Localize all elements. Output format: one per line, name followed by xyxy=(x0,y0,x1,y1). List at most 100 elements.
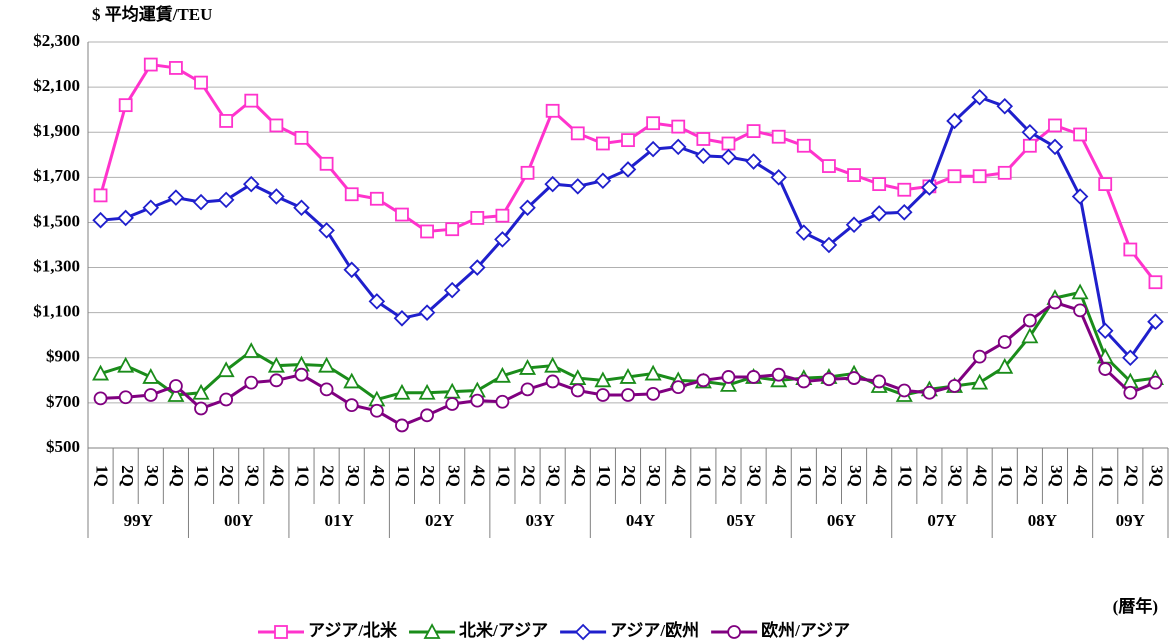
x-tick: 1Q xyxy=(93,465,112,487)
y-tick-label: $1,700 xyxy=(33,166,80,185)
marker xyxy=(493,366,511,383)
x-tick: 2Q xyxy=(520,465,539,487)
x-tick: 1Q xyxy=(394,465,413,487)
x-tick-label: 4Q xyxy=(972,465,991,487)
marker xyxy=(420,408,434,423)
x-tick-label: 3Q xyxy=(243,465,262,487)
x-tick-label: 4Q xyxy=(168,465,187,487)
y-tick-label: $700 xyxy=(46,392,80,411)
marker xyxy=(494,231,511,248)
marker xyxy=(1022,313,1037,328)
marker xyxy=(727,625,742,639)
marker xyxy=(595,388,610,402)
x-tick-label: 3Q xyxy=(545,465,564,487)
marker xyxy=(194,401,208,416)
marker xyxy=(644,364,662,381)
x-tick: 3Q xyxy=(1047,465,1066,487)
x-tick: 3Q xyxy=(444,465,463,487)
marker xyxy=(92,211,109,229)
marker xyxy=(369,403,384,418)
x-tick: 2Q xyxy=(218,465,237,487)
marker xyxy=(318,356,336,373)
marker xyxy=(796,138,811,153)
marker xyxy=(167,189,185,206)
marker xyxy=(897,182,912,197)
x-tick-label: 3Q xyxy=(344,465,363,487)
marker xyxy=(845,216,863,233)
marker xyxy=(847,168,861,182)
marker xyxy=(1147,313,1164,330)
x-tick: 2Q xyxy=(1022,465,1041,487)
x-tick: 4Q xyxy=(871,465,890,487)
x-tick-label: 2Q xyxy=(721,465,740,487)
x-tick-label: 3Q xyxy=(947,465,966,487)
x-tick: 4Q xyxy=(670,465,689,487)
marker xyxy=(423,623,441,639)
marker xyxy=(418,304,436,321)
marker xyxy=(971,373,989,390)
legend-item: アジア/欧州 xyxy=(560,620,699,641)
x-tick: 3Q xyxy=(1148,465,1167,487)
x-tick-label: 1Q xyxy=(394,465,413,487)
group-label: 07Y xyxy=(927,511,956,530)
x-tick: 2Q xyxy=(721,465,740,487)
marker xyxy=(746,370,761,384)
marker xyxy=(520,165,535,180)
x-tick: 2Q xyxy=(620,465,639,487)
x-tick-label: 3Q xyxy=(846,465,865,487)
marker xyxy=(445,222,460,237)
marker xyxy=(896,204,913,221)
x-tick-label: 2Q xyxy=(419,465,438,487)
marker xyxy=(319,156,334,171)
marker xyxy=(470,211,485,225)
x-tick: 1Q xyxy=(796,465,815,487)
legend-item: アジア/北米 xyxy=(258,620,398,640)
x-tick: 2Q xyxy=(821,465,840,487)
x-tick-label: 4Q xyxy=(268,465,287,487)
marker xyxy=(544,356,562,373)
marker xyxy=(721,136,736,151)
group-label: 04Y xyxy=(626,511,655,530)
marker xyxy=(1122,349,1139,367)
x-tick-label: 2Q xyxy=(620,465,639,487)
marker xyxy=(368,293,386,310)
marker xyxy=(118,390,133,405)
x-tick: 2Q xyxy=(419,465,438,487)
marker xyxy=(244,93,259,108)
x-tick: 1Q xyxy=(595,465,614,487)
y-tick-label: $2,300 xyxy=(33,31,80,50)
marker xyxy=(1048,295,1062,310)
x-tick-label: 2Q xyxy=(319,465,338,487)
x-tick: 3Q xyxy=(344,465,363,487)
x-tick: 2Q xyxy=(1122,465,1141,487)
marker xyxy=(574,623,592,641)
x-axis-label: (暦年) xyxy=(1113,596,1158,616)
x-tick-label: 2Q xyxy=(1122,465,1141,487)
x-tick-label: 2Q xyxy=(520,465,539,487)
marker xyxy=(267,356,285,373)
marker xyxy=(219,392,234,407)
marker xyxy=(719,375,737,392)
marker xyxy=(997,165,1012,180)
group-label: 06Y xyxy=(827,511,856,530)
marker xyxy=(393,383,411,400)
marker xyxy=(820,236,838,254)
marker xyxy=(418,383,436,400)
marker xyxy=(745,153,762,170)
marker xyxy=(696,373,711,388)
marker xyxy=(847,371,861,385)
x-tick: 3Q xyxy=(746,465,765,487)
marker xyxy=(117,209,134,227)
marker xyxy=(167,386,185,402)
marker xyxy=(192,383,210,400)
marker xyxy=(996,98,1014,115)
marker xyxy=(644,140,662,158)
marker xyxy=(1123,242,1138,257)
x-tick: 2Q xyxy=(921,465,940,487)
x-tick-label: 3Q xyxy=(1047,465,1066,487)
y-tick-label: $1,100 xyxy=(33,302,80,321)
marker xyxy=(143,388,158,402)
marker xyxy=(1073,303,1087,318)
x-tick: 1Q xyxy=(1097,465,1116,487)
marker xyxy=(972,349,987,364)
